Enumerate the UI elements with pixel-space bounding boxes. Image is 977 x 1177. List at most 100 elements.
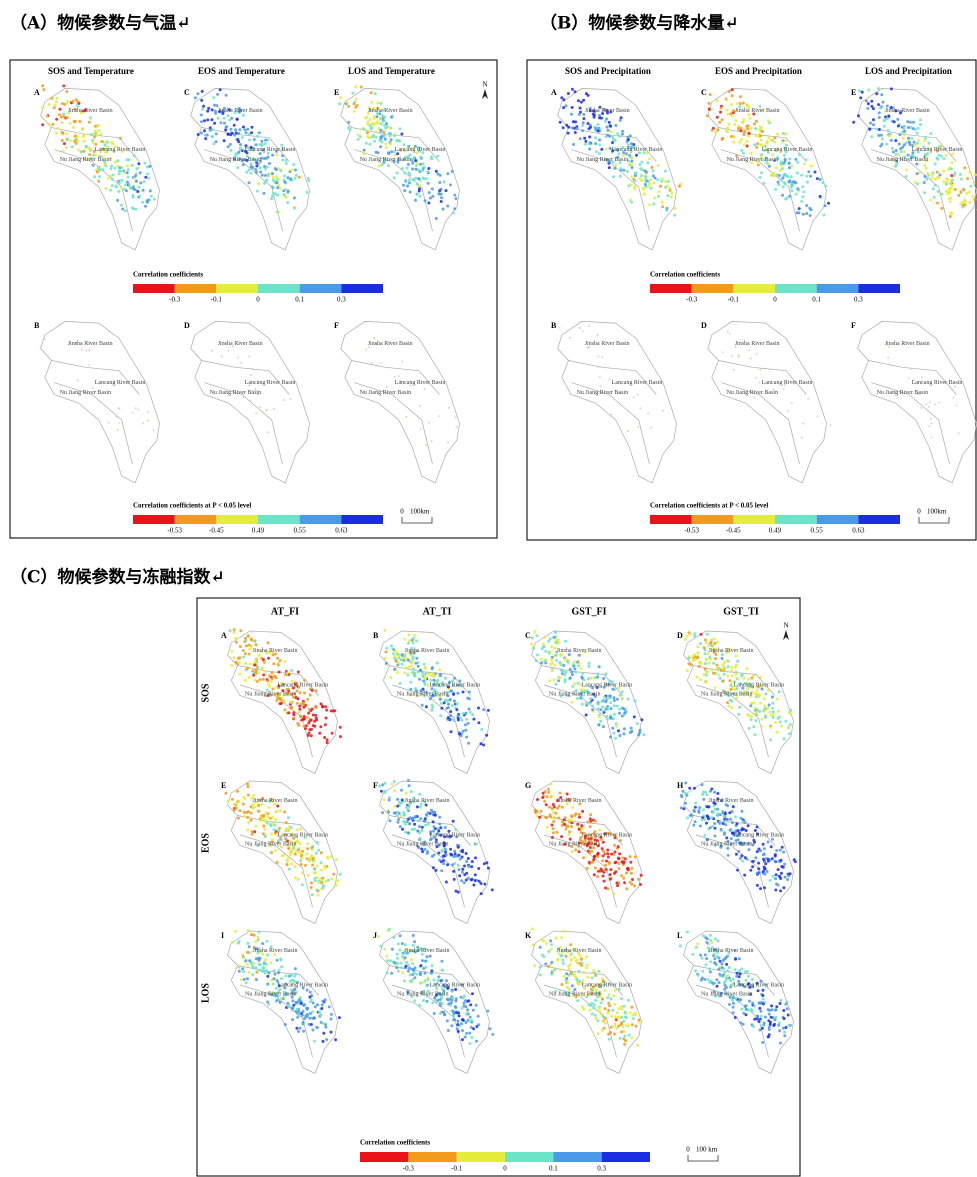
pixel: [742, 102, 745, 105]
pixel: [319, 725, 322, 728]
pixel: [314, 1005, 317, 1008]
pixel: [804, 158, 807, 161]
pixel: [903, 130, 906, 133]
pixel: [119, 170, 122, 173]
pixel: [299, 691, 302, 694]
pixel: [704, 638, 707, 641]
colorbar-tick: -0.1: [728, 296, 740, 304]
pixel: [425, 705, 428, 708]
pixel: [958, 432, 960, 434]
pixel: [870, 105, 873, 108]
colorbar-title: Correlation coefficients: [133, 271, 203, 279]
pixel: [930, 177, 933, 180]
basin-label: Jinsha River Basin: [253, 948, 298, 954]
pixel: [615, 164, 618, 167]
pixel: [716, 812, 719, 815]
pixel: [923, 175, 926, 178]
pixel: [397, 970, 400, 973]
colorbar-title: Correlation coefficients at P < 0.05 lev…: [650, 502, 768, 510]
pixel: [581, 672, 584, 675]
pixel: [613, 167, 616, 170]
pixel: [587, 347, 589, 349]
basin-label: Nu Jiang River Basin: [701, 841, 753, 847]
pixel: [246, 977, 249, 980]
pixel: [310, 882, 313, 885]
pixel: [552, 827, 555, 830]
pixel: [701, 957, 704, 960]
pixel: [619, 175, 622, 178]
pixel: [362, 152, 365, 155]
pixel: [247, 785, 250, 788]
pixel: [255, 971, 258, 974]
pixel: [796, 187, 799, 190]
pixel: [254, 966, 257, 969]
pixel: [708, 967, 711, 970]
pixel: [271, 195, 274, 198]
pixel: [725, 659, 728, 662]
pixel: [566, 793, 569, 796]
pixel: [242, 803, 245, 806]
pixel: [710, 816, 713, 819]
pixel: [426, 170, 429, 173]
pixel: [890, 87, 893, 90]
pixel: [779, 721, 782, 724]
pixel: [914, 181, 917, 184]
pixel: [200, 132, 203, 135]
pixel: [610, 853, 613, 856]
pixel: [439, 826, 442, 829]
pixel: [639, 163, 642, 166]
pixel: [960, 178, 963, 181]
pixel: [714, 827, 717, 830]
pixel: [276, 999, 279, 1002]
pixel: [666, 194, 669, 197]
pixel: [211, 350, 213, 352]
pixel: [730, 666, 733, 669]
pixel: [248, 959, 251, 962]
pixel: [393, 668, 396, 671]
map-letter: A: [221, 631, 227, 640]
pixel: [471, 992, 474, 995]
pixel: [737, 713, 740, 716]
pixel: [778, 716, 781, 719]
pixel: [949, 187, 952, 190]
pixel: [452, 1010, 455, 1013]
pixel: [906, 120, 909, 123]
pixel: [738, 141, 741, 144]
pixel: [954, 188, 957, 191]
pixel: [630, 872, 633, 875]
pixel: [757, 989, 760, 992]
pixel: [366, 135, 369, 138]
pixel: [726, 674, 729, 677]
pixel: [909, 368, 911, 370]
pixel: [564, 816, 567, 819]
pixel: [265, 179, 268, 182]
pixel: [66, 116, 69, 119]
pixel: [784, 720, 787, 723]
pixel: [602, 677, 605, 680]
north-label: N: [783, 622, 788, 630]
pixel: [582, 856, 585, 859]
pixel: [707, 644, 710, 647]
pixel: [268, 162, 271, 165]
pixel: [763, 704, 766, 707]
pixel: [315, 689, 318, 692]
pixel: [879, 145, 882, 148]
pixel: [760, 143, 763, 146]
pixel: [545, 803, 548, 806]
pixel: [455, 890, 458, 893]
pixel: [639, 729, 642, 732]
pixel: [726, 955, 729, 958]
pixel: [548, 652, 551, 655]
pixel: [666, 185, 669, 188]
pixel: [613, 699, 616, 702]
pixel: [390, 150, 393, 153]
pixel: [709, 934, 712, 937]
pixel: [747, 824, 750, 827]
pixel: [460, 879, 463, 882]
pixel: [671, 192, 674, 195]
pixel: [431, 187, 434, 190]
pixel: [243, 815, 246, 818]
pixel: [633, 715, 636, 718]
pixel: [384, 116, 387, 119]
